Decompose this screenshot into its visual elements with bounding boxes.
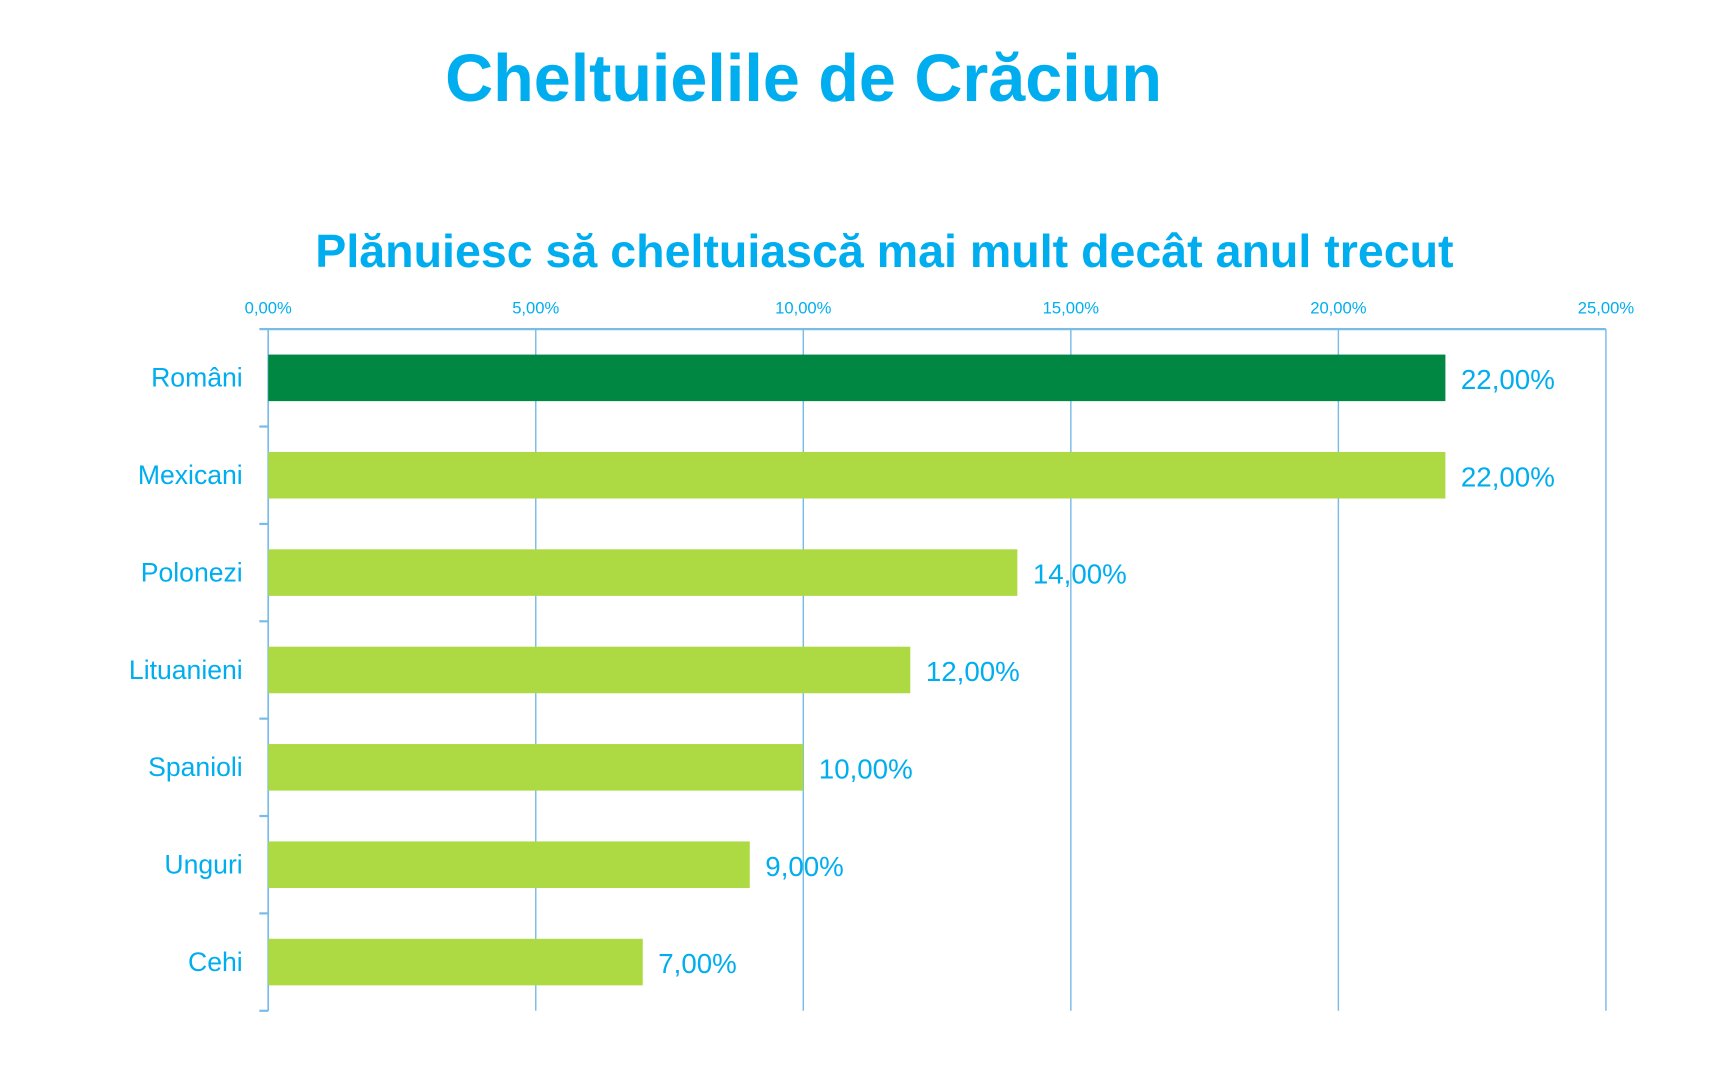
category-label: Lituanieni [129,655,243,685]
bar [268,549,1018,596]
data-label: 12,00% [926,656,1020,687]
category-label: Polonezi [141,557,243,587]
category-label: Cehi [188,947,243,977]
bar [268,744,804,791]
category-label: Unguri [164,850,242,880]
tick-label: 25,00% [1578,299,1635,318]
chart-title: Plănuiesc să cheltuiască mai mult decât … [315,224,1454,278]
data-label: 14,00% [1033,559,1127,590]
slide-title: Cheltuielile de Crăciun [445,41,1162,116]
category-label: Români [151,363,243,393]
data-label: 22,00% [1461,364,1555,395]
category-label: Spanioli [148,752,243,782]
bar [268,646,911,694]
category-label: Mexicani [138,460,243,490]
bar [268,451,1446,499]
data-label: 7,00% [658,948,737,979]
tick-label: 0,00% [245,299,292,318]
bar [268,841,750,888]
tick-label: 5,00% [512,299,559,318]
bar [268,938,643,986]
tick-label: 20,00% [1310,299,1367,318]
tick-label: 10,00% [775,299,832,318]
data-label: 9,00% [765,851,844,882]
data-label: 22,00% [1461,461,1555,492]
data-label: 10,00% [819,753,913,784]
bar [268,354,1446,402]
tick-label: 15,00% [1043,299,1100,318]
